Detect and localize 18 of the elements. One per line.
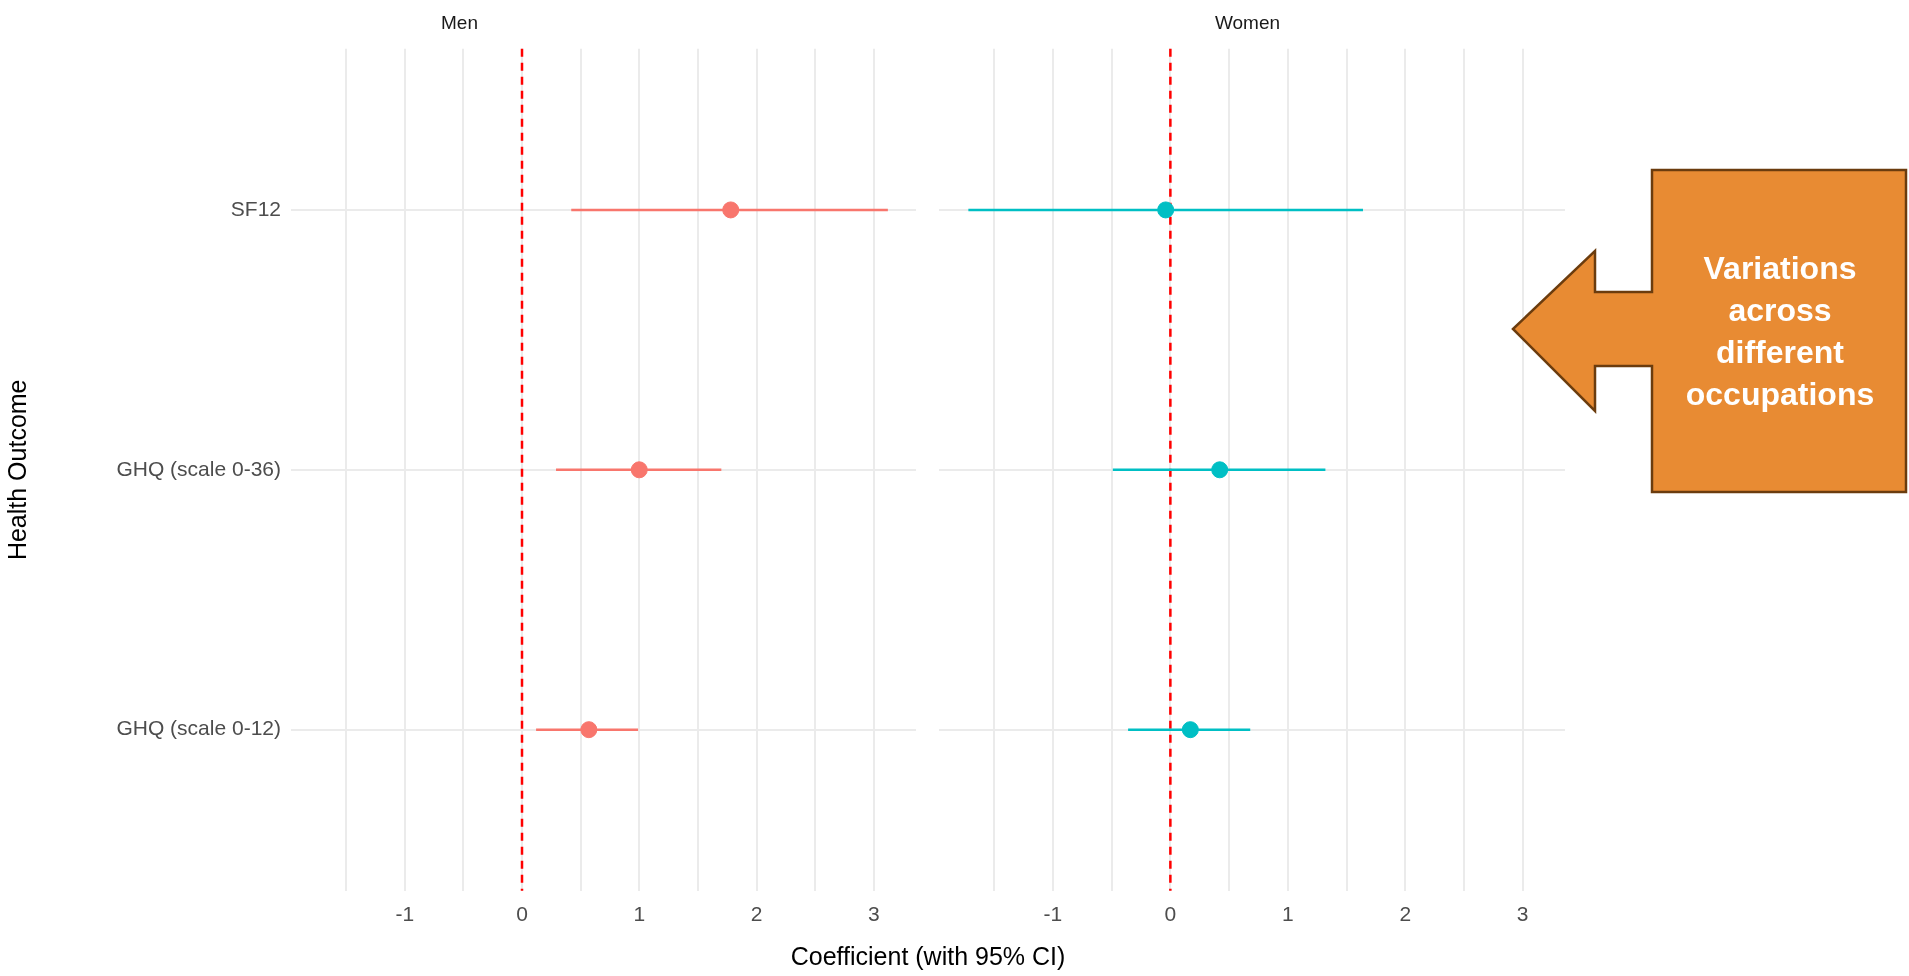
chart-title: Women xyxy=(1214,11,1281,33)
y-tick-label: SF12 xyxy=(230,196,281,220)
x-tick-label: 0 xyxy=(516,902,528,926)
x-tick-label: 3 xyxy=(1516,902,1529,926)
x-axis-title: Coefficient (with 95% CI) xyxy=(789,942,1067,971)
x-tick-label: 3 xyxy=(867,902,880,926)
chart-title: Men xyxy=(441,11,478,33)
x-tick-label: -1 xyxy=(395,902,415,926)
text: Variations across different occupations xyxy=(1684,249,1876,414)
x-tick-label: -1 xyxy=(1043,902,1063,926)
x-tick-label: 2 xyxy=(750,902,763,926)
x-tick-label: 0 xyxy=(1164,902,1177,926)
x-tick-label: 2 xyxy=(1399,902,1412,926)
y-tick-label: GHQ (scale 0-36) xyxy=(116,456,281,480)
x-tick-label: 1 xyxy=(633,902,646,926)
y-tick-label: GHQ (scale 0-12) xyxy=(116,716,281,740)
x-tick-label: 1 xyxy=(1281,902,1294,926)
y-axis-title: Health Outcome xyxy=(2,379,31,561)
